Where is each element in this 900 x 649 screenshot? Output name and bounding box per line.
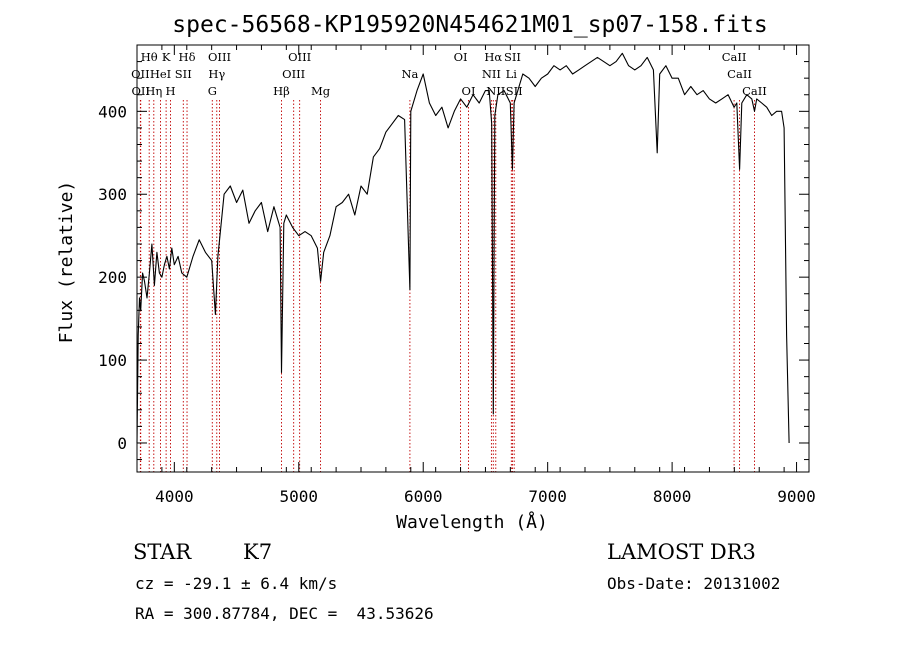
y-tick-label: 0 xyxy=(117,434,127,453)
spectral-line-label: SII xyxy=(504,50,521,64)
spectral-line-label: Hα xyxy=(484,50,502,64)
spectral-line-label: Mg xyxy=(311,84,331,98)
spectral-line-label: OII xyxy=(131,67,150,81)
spectral-line-label: G xyxy=(208,84,217,98)
x-tick-label: 6000 xyxy=(404,487,443,506)
chart-title: spec-56568-KP195920N454621M01_sp07-158.f… xyxy=(172,12,767,38)
y-axis-ticks: 0 100 200 300 400 xyxy=(98,44,809,461)
plot-frame xyxy=(136,44,810,473)
x-axis-label: Wavelength (Å) xyxy=(396,511,548,533)
x-tick-label: 7000 xyxy=(528,487,567,506)
y-axis-label: Flux (relative) xyxy=(56,181,77,344)
spectral-line-label: OI xyxy=(454,50,468,64)
coordinates: RA = 300.87784, DEC = 43.53626 xyxy=(135,604,434,623)
spectral-line-label: CaII xyxy=(727,67,752,81)
spectral-line-label: SII xyxy=(175,67,192,81)
y-tick-label: 300 xyxy=(98,185,127,204)
spectral-lines-layer xyxy=(139,100,755,472)
spectral-line-label: Hθ xyxy=(141,50,158,64)
spectral-line-label: OI xyxy=(462,84,476,98)
spectral-line-label: OIII xyxy=(208,50,231,64)
x-axis-ticks: 4000 5000 6000 7000 8000 9000 xyxy=(136,45,816,506)
x-tick-label: 4000 xyxy=(155,487,194,506)
spectral-line-label: OII xyxy=(131,84,150,98)
spectral-line-label: K xyxy=(162,50,171,64)
spectral-line-label: OIII xyxy=(282,67,305,81)
spectral-line-label: CaII xyxy=(742,84,767,98)
spectral-line-label: CaII xyxy=(722,50,747,64)
observation-date: Obs-Date: 20131002 xyxy=(607,574,781,593)
spectral-line-label: NII xyxy=(482,67,501,81)
object-subclass: K7 xyxy=(243,540,273,564)
spectrum-chart: spec-56568-KP195920N454621M01_sp07-158.f… xyxy=(56,12,816,533)
spectral-line-label: Hβ xyxy=(273,84,290,98)
object-class: STAR xyxy=(133,540,192,564)
y-tick-label: 100 xyxy=(98,351,127,370)
spectral-line-label: Hδ xyxy=(179,50,196,64)
spectral-line-label: SII xyxy=(506,84,523,98)
x-tick-label: 5000 xyxy=(280,487,319,506)
x-tick-label: 8000 xyxy=(653,487,692,506)
spectral-line-label: HeI xyxy=(150,67,171,81)
spectral-line-label: Hγ xyxy=(208,67,225,81)
spectral-line-label: Na xyxy=(401,67,418,81)
y-tick-label: 400 xyxy=(98,102,127,121)
spectral-line-label: Li xyxy=(506,67,518,81)
spectrum-series-line xyxy=(136,52,790,444)
spectral-line-label: NII xyxy=(486,84,505,98)
survey-name: LAMOST DR3 xyxy=(607,540,756,564)
x-tick-label: 9000 xyxy=(777,487,816,506)
y-tick-label: 200 xyxy=(98,268,127,287)
spectral-line-label: OIII xyxy=(288,50,311,64)
redshift-value: cz = -29.1 ± 6.4 km/s xyxy=(135,574,338,593)
spectral-line-label: H xyxy=(165,84,175,98)
spectral-line-label: Hη xyxy=(145,84,162,98)
